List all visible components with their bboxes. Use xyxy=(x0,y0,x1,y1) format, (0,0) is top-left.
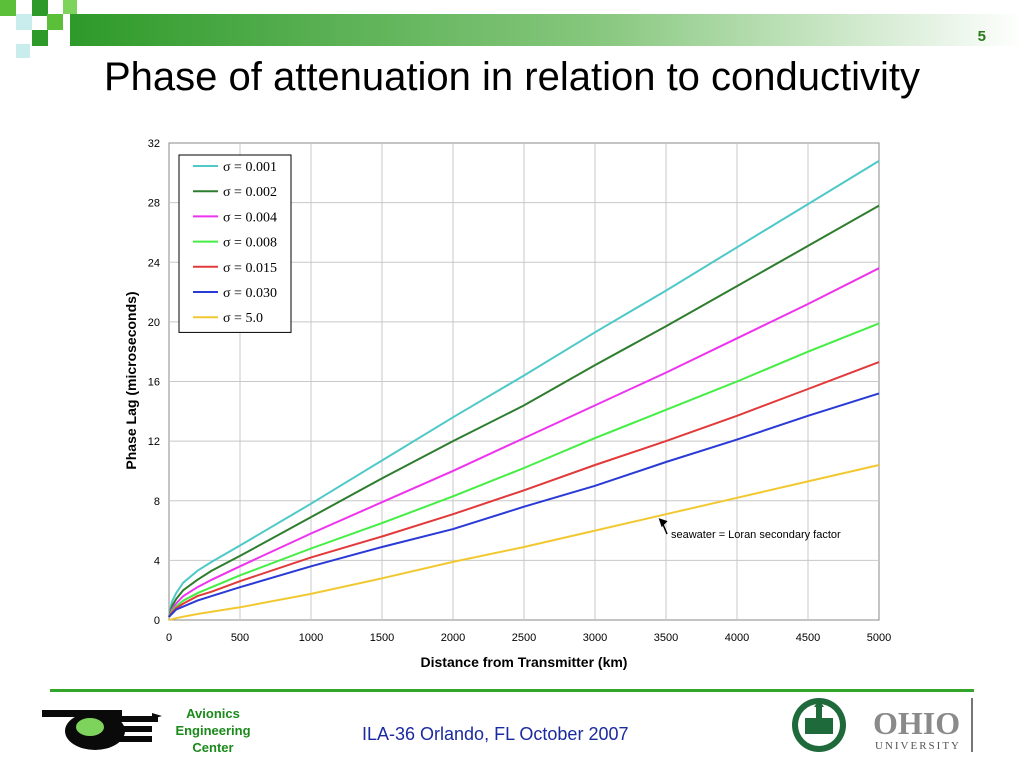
legend-label: σ = 0.001 xyxy=(223,160,277,175)
y-tick-label: 4 xyxy=(154,555,160,567)
series-line-2 xyxy=(168,267,880,618)
banner-square xyxy=(63,0,77,14)
y-tick-label: 28 xyxy=(148,198,160,210)
x-tick-label: 1500 xyxy=(370,632,394,644)
x-axis-label: Distance from Transmitter (km) xyxy=(421,654,628,670)
x-tick-label: 4000 xyxy=(725,632,749,644)
slide-number: 5 xyxy=(977,28,986,45)
banner-square xyxy=(32,0,48,16)
y-tick-label: 8 xyxy=(154,496,160,508)
aec-line: Avionics xyxy=(186,706,240,721)
legend-label: σ = 0.004 xyxy=(223,210,277,225)
annotation-label: seawater = Loran secondary factor xyxy=(671,529,841,541)
x-tick-label: 5000 xyxy=(867,632,891,644)
footer-text: ILA-36 Orlando, FL October 2007 xyxy=(362,724,629,744)
ou-seal-year: 1804 xyxy=(813,739,825,745)
footer-divider xyxy=(50,689,974,692)
series-line-6 xyxy=(168,464,880,621)
x-tick-label: 2500 xyxy=(512,632,536,644)
slide-title: Phase of attenuation in relation to cond… xyxy=(103,55,921,99)
banner-square xyxy=(16,14,32,30)
x-tick-label: 2000 xyxy=(441,632,465,644)
aec-line: Center xyxy=(192,740,234,755)
ohio-university-logo: 1804 OHIO UNIVERSITY xyxy=(792,698,973,752)
series-line-0 xyxy=(168,160,880,618)
x-tick-label: 3000 xyxy=(583,632,607,644)
banner-gradient-bar xyxy=(70,14,1024,46)
y-tick-label: 32 xyxy=(148,138,160,150)
ou-wordmark: OHIO xyxy=(873,705,960,741)
legend-label: σ = 5.0 xyxy=(223,311,263,326)
series-line-5 xyxy=(168,392,880,618)
series-line-1 xyxy=(168,204,880,618)
y-tick-label: 12 xyxy=(148,436,160,448)
series-line-4 xyxy=(168,361,880,618)
y-tick-label: 0 xyxy=(154,615,160,627)
legend-label: σ = 0.008 xyxy=(223,236,277,251)
x-tick-label: 3500 xyxy=(654,632,678,644)
banner-square xyxy=(32,30,48,46)
y-tick-label: 20 xyxy=(148,317,160,329)
annotation-arrowhead xyxy=(658,518,668,528)
y-tick-label: 24 xyxy=(148,257,160,269)
x-tick-label: 500 xyxy=(231,632,249,644)
phase-lag-chart: 0 500 1000 1500 2000 2500 3000 3500 4000 4500 5000… xyxy=(123,138,891,670)
aec-label: Avionics Engineering Center xyxy=(160,705,266,756)
x-tick-label: 1000 xyxy=(299,632,323,644)
legend-box xyxy=(178,154,292,333)
banner-square xyxy=(16,44,30,58)
legend-label: σ = 0.030 xyxy=(223,286,277,301)
legend-label: σ = 0.015 xyxy=(223,261,277,276)
top-banner xyxy=(0,0,1024,58)
banner-square xyxy=(47,14,63,30)
aec-line: Engineering xyxy=(175,723,251,738)
ou-wordmark-sub: UNIVERSITY xyxy=(875,740,961,752)
legend-label: σ = 0.002 xyxy=(223,185,277,200)
y-tick-label: 16 xyxy=(148,377,160,389)
x-tick-label: 0 xyxy=(166,632,172,644)
y-axis-label: Phase Lag (microseconds) xyxy=(123,291,139,469)
banner-square xyxy=(0,0,16,16)
x-tick-label: 4500 xyxy=(796,632,820,644)
series-line-3 xyxy=(168,322,880,618)
aec-logo-icon xyxy=(42,710,162,750)
